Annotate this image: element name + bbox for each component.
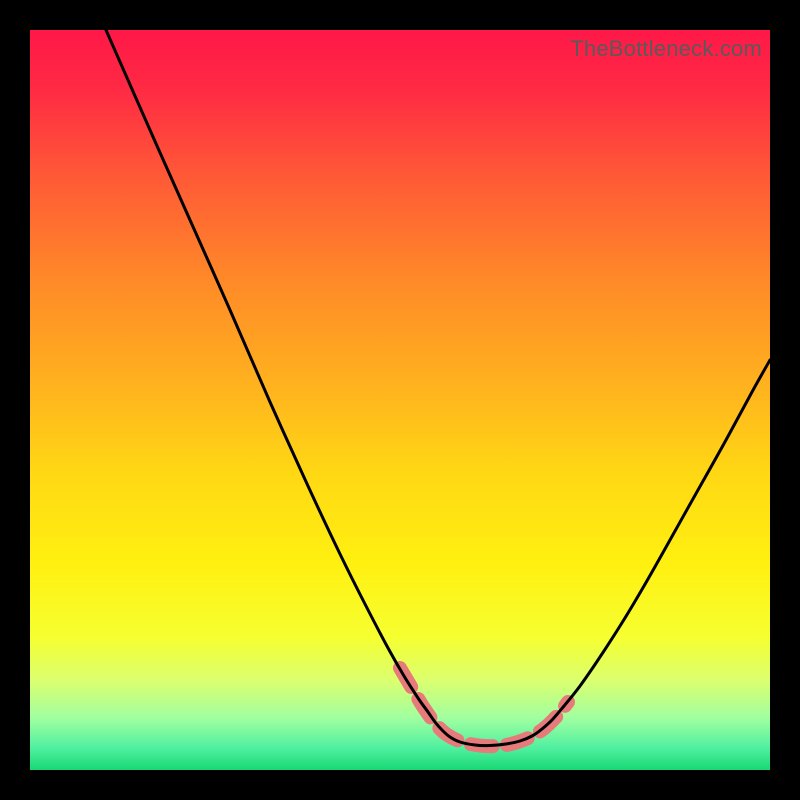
main-curve-path (106, 30, 770, 746)
chart-frame: TheBottleneck.com (30, 30, 770, 770)
curve-layer (30, 30, 770, 770)
watermark-text: TheBottleneck.com (570, 36, 762, 62)
